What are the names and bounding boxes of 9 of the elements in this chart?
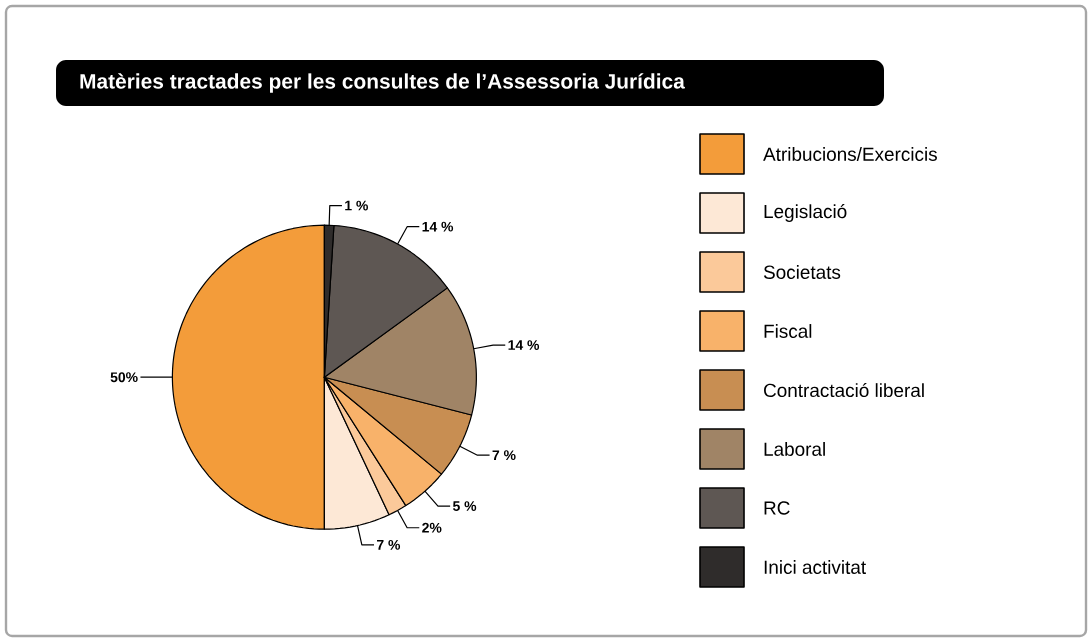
legend-label: Atribucions/Exercicis [763, 147, 937, 161]
chart-title: Matèries tractades per les consultes de l’Assessoria Jurídica [80, 73, 685, 93]
legend-label: Inici activitat [764, 560, 866, 574]
legend-label: Laboral [764, 442, 825, 456]
legend-label: Contractació liberal [764, 382, 924, 398]
legend-label: Fiscal [764, 324, 812, 338]
legend-label: Legislació [764, 204, 847, 222]
legend-label: RC [764, 501, 790, 515]
legend-label: Societats [763, 265, 841, 279]
